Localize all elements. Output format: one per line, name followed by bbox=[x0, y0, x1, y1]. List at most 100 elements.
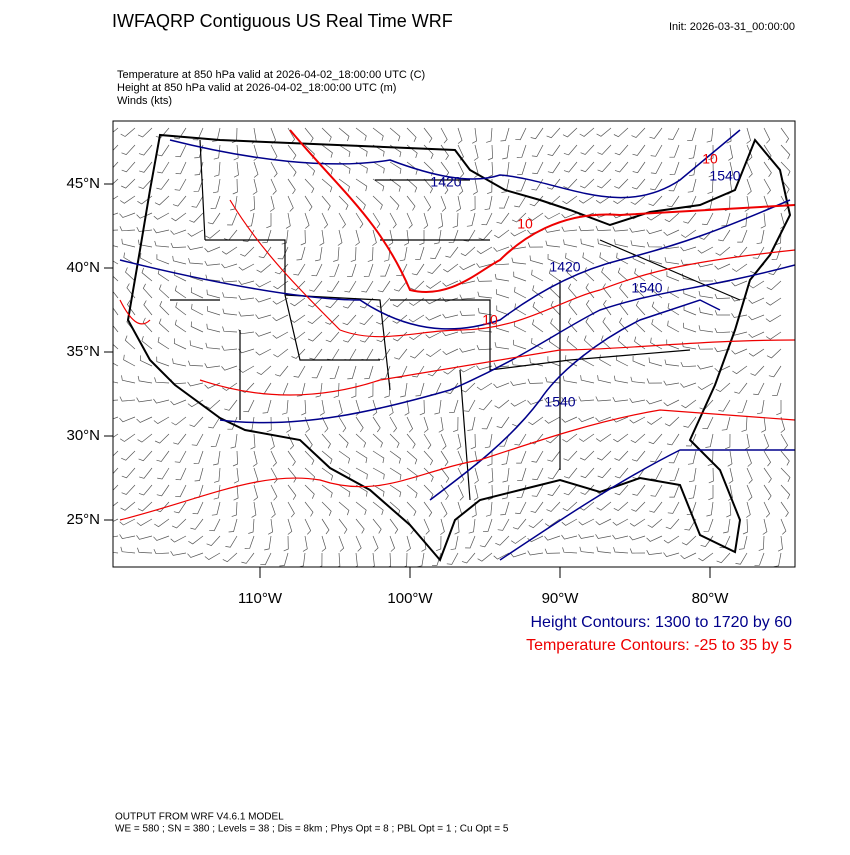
wind-barb bbox=[157, 336, 170, 350]
wind-barb bbox=[272, 297, 289, 305]
wind-barb bbox=[718, 399, 731, 412]
wind-barb bbox=[668, 450, 680, 464]
wind-barb bbox=[440, 195, 447, 212]
contour-label: 1540 bbox=[544, 394, 575, 410]
wind-barb bbox=[290, 314, 306, 323]
wind-barb bbox=[287, 195, 294, 212]
wind-barb bbox=[646, 378, 663, 384]
wind-barb bbox=[154, 195, 170, 206]
wind-barb bbox=[113, 484, 119, 491]
wind-barb bbox=[664, 416, 680, 427]
wind-barb bbox=[667, 127, 680, 140]
wind-barb bbox=[470, 433, 476, 450]
wind-barb bbox=[510, 381, 527, 386]
wind-barb bbox=[113, 229, 119, 231]
wind-barb bbox=[667, 501, 680, 514]
wind-barb bbox=[137, 501, 153, 512]
wind-barb bbox=[527, 535, 544, 543]
wind-barb bbox=[329, 263, 340, 277]
wind-barb bbox=[612, 226, 629, 232]
wind-barb bbox=[602, 283, 612, 299]
wind-barb bbox=[703, 518, 714, 532]
wind-barb bbox=[746, 161, 753, 178]
wind-barb bbox=[527, 378, 544, 384]
wind-barb bbox=[372, 127, 384, 141]
wind-barb bbox=[728, 484, 733, 501]
wind-barb bbox=[396, 263, 408, 277]
wind-barb bbox=[597, 450, 612, 461]
wind-barb bbox=[120, 546, 136, 554]
wind-barb bbox=[448, 229, 459, 243]
wind-barb bbox=[452, 212, 459, 228]
wind-barb bbox=[287, 501, 295, 518]
wind-barb bbox=[423, 178, 433, 194]
wind-barb bbox=[238, 295, 255, 301]
wind-barb bbox=[192, 127, 204, 141]
wind-barb bbox=[562, 501, 578, 512]
wind-barb bbox=[389, 416, 398, 433]
wind-barb bbox=[170, 242, 187, 248]
wind-barb bbox=[532, 161, 544, 174]
wind-barb bbox=[268, 518, 273, 535]
wind-barb bbox=[746, 484, 753, 501]
wind-barb bbox=[629, 535, 646, 541]
wind-barb bbox=[113, 260, 119, 265]
wind-barb bbox=[496, 416, 510, 429]
wind-barb bbox=[355, 212, 364, 229]
wind-barb bbox=[565, 252, 578, 265]
wind-barb bbox=[142, 317, 153, 333]
wind-barb bbox=[304, 433, 313, 450]
wind-barb bbox=[731, 313, 748, 318]
wind-barb bbox=[648, 357, 663, 367]
wind-barb bbox=[580, 467, 595, 479]
wind-barb bbox=[517, 467, 527, 482]
wind-barb bbox=[465, 535, 476, 549]
wind-barb bbox=[347, 365, 357, 380]
wind-barb bbox=[119, 396, 136, 402]
wind-barb bbox=[667, 286, 680, 299]
wind-barb bbox=[664, 212, 680, 223]
wind-barb bbox=[270, 161, 278, 178]
wind-barb bbox=[457, 127, 463, 144]
wind-barb bbox=[113, 399, 119, 401]
wind-barb bbox=[270, 484, 278, 501]
wind-barb bbox=[648, 195, 663, 207]
wind-barb bbox=[707, 450, 714, 466]
wind-barb bbox=[342, 314, 357, 326]
wind-barb bbox=[304, 178, 315, 194]
wind-barb bbox=[547, 253, 561, 265]
wind-barb bbox=[408, 314, 425, 323]
wind-barb bbox=[393, 280, 408, 292]
wind-barb bbox=[442, 348, 459, 356]
wind-barb bbox=[304, 127, 314, 143]
wind-barb bbox=[731, 296, 748, 302]
wind-barb bbox=[545, 377, 561, 384]
contour-label: 1420 bbox=[430, 174, 461, 190]
wind-barb bbox=[187, 381, 204, 387]
wind-barb bbox=[737, 229, 748, 243]
wind-barb bbox=[563, 161, 578, 173]
wind-barb bbox=[513, 271, 527, 282]
wind-barb bbox=[531, 484, 544, 497]
wind-barb bbox=[426, 348, 442, 358]
wind-barb bbox=[279, 552, 289, 567]
wind-barb bbox=[120, 195, 136, 204]
wind-barb bbox=[568, 300, 578, 316]
wind-barb bbox=[585, 283, 595, 299]
wind-barb bbox=[708, 161, 714, 178]
wind-barb bbox=[516, 144, 527, 158]
wind-barb bbox=[651, 284, 663, 299]
wind-barb bbox=[191, 433, 204, 446]
wind-barb bbox=[763, 433, 770, 450]
wind-barb bbox=[715, 246, 731, 256]
wind-barb bbox=[338, 518, 348, 534]
wind-barb bbox=[683, 305, 697, 316]
wind-barb bbox=[580, 375, 595, 384]
wind-barb bbox=[597, 375, 612, 384]
wind-barb bbox=[612, 534, 629, 540]
wind-barb bbox=[459, 347, 476, 353]
wind-barb bbox=[685, 433, 697, 447]
wind-barb bbox=[440, 467, 450, 483]
wind-barb bbox=[372, 518, 382, 534]
wind-barb bbox=[222, 552, 238, 563]
